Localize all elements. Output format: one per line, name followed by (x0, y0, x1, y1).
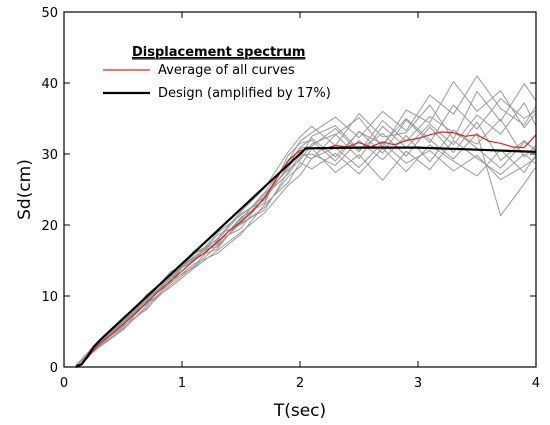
individual-curve-1 (75, 98, 537, 366)
individual-curve-8 (75, 144, 537, 366)
y-tick-label: 0 (50, 361, 58, 376)
y-tick-label: 20 (41, 219, 58, 234)
individual-curve-6 (75, 142, 537, 366)
individual-curves (75, 75, 537, 366)
individual-curve-7 (75, 115, 537, 366)
individual-curve-10 (75, 129, 537, 366)
y-tick-label: 40 (41, 77, 58, 92)
individual-curve-2 (75, 121, 537, 366)
legend-label-design: Design (amplified by 17%) (158, 86, 331, 101)
x-axis-title: T(sec) (273, 401, 326, 421)
individual-curve-3 (75, 81, 537, 366)
average-curve-line (75, 131, 537, 367)
series-lines (75, 131, 537, 368)
y-axis-title: Sd(cm) (15, 159, 35, 220)
y-tick-label: 10 (41, 290, 58, 305)
legend-title: Displacement spectrum (132, 45, 305, 60)
legend-label-average: Average of all curves (158, 63, 295, 78)
design-curve-line (75, 146, 537, 368)
x-tick-label: 4 (532, 376, 540, 391)
individual-curve-4 (75, 140, 537, 366)
x-tick-label: 0 (60, 376, 68, 391)
y-tick-label: 50 (41, 6, 58, 21)
x-tick-label: 1 (178, 376, 186, 391)
individual-curve-5 (75, 83, 537, 366)
x-tick-label: 2 (296, 376, 304, 391)
individual-curve-12 (75, 102, 537, 366)
legend: Displacement spectrum Average of all cur… (103, 45, 331, 101)
x-tick-label: 3 (414, 376, 422, 391)
y-tick-label: 30 (41, 148, 58, 163)
